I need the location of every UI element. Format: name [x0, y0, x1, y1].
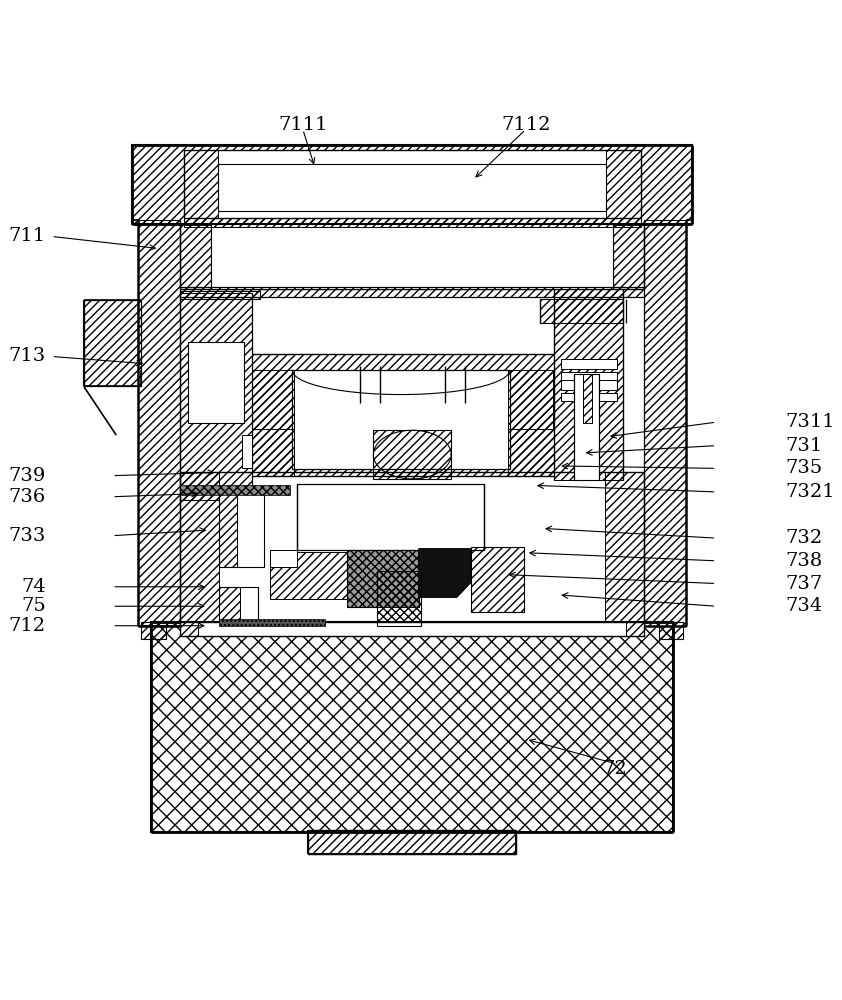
Bar: [561, 372, 616, 380]
Bar: [189, 342, 243, 423]
Bar: [574, 374, 599, 480]
Bar: [84, 300, 141, 386]
Bar: [252, 370, 294, 429]
Bar: [180, 622, 644, 636]
Bar: [658, 622, 683, 639]
Bar: [508, 429, 554, 476]
Bar: [540, 299, 623, 323]
Bar: [614, 224, 644, 289]
Bar: [180, 291, 260, 299]
Text: 738: 738: [786, 552, 823, 570]
Bar: [270, 550, 297, 567]
Bar: [141, 622, 166, 639]
Bar: [180, 485, 290, 495]
Polygon shape: [418, 549, 471, 597]
Bar: [184, 150, 218, 218]
Bar: [151, 622, 674, 832]
Bar: [180, 472, 219, 626]
Bar: [252, 429, 294, 476]
Text: 72: 72: [603, 760, 627, 778]
Bar: [132, 145, 692, 224]
Bar: [561, 359, 616, 369]
Bar: [561, 380, 616, 390]
Text: 737: 737: [786, 575, 823, 593]
Bar: [184, 218, 641, 227]
Text: 739: 739: [8, 467, 45, 485]
Bar: [219, 619, 325, 626]
Text: 734: 734: [786, 597, 823, 615]
Text: 713: 713: [8, 347, 45, 365]
Bar: [373, 430, 451, 479]
Bar: [561, 393, 616, 401]
Bar: [554, 289, 623, 480]
Bar: [218, 164, 606, 211]
Text: 7112: 7112: [501, 116, 551, 134]
Text: 74: 74: [21, 578, 45, 596]
Bar: [180, 220, 644, 626]
Bar: [138, 220, 180, 626]
Bar: [180, 622, 198, 636]
Bar: [242, 435, 252, 468]
Text: 75: 75: [21, 597, 45, 615]
Bar: [471, 547, 525, 612]
Bar: [219, 489, 237, 567]
Bar: [219, 472, 605, 626]
Bar: [219, 587, 258, 626]
Bar: [180, 224, 211, 289]
Text: 731: 731: [786, 437, 823, 455]
Text: 711: 711: [8, 227, 45, 245]
Bar: [219, 489, 264, 567]
Bar: [180, 293, 252, 500]
Text: 7111: 7111: [278, 116, 328, 134]
Text: 735: 735: [786, 459, 823, 477]
Bar: [308, 830, 516, 854]
Bar: [180, 287, 644, 297]
Bar: [297, 484, 483, 550]
Bar: [644, 220, 686, 626]
Bar: [219, 587, 239, 626]
Bar: [626, 622, 644, 636]
Text: 736: 736: [8, 488, 45, 506]
Bar: [211, 224, 614, 289]
Text: 7321: 7321: [786, 483, 835, 501]
Bar: [270, 552, 348, 599]
Bar: [605, 472, 644, 626]
Text: 712: 712: [8, 617, 45, 635]
Bar: [348, 550, 418, 607]
Text: 732: 732: [786, 529, 823, 547]
Bar: [292, 370, 509, 469]
Bar: [606, 150, 641, 218]
Bar: [252, 354, 554, 476]
Bar: [508, 370, 552, 429]
Text: 733: 733: [8, 527, 45, 545]
Bar: [184, 150, 641, 218]
Bar: [583, 374, 592, 423]
Bar: [376, 571, 421, 626]
Text: 7311: 7311: [786, 413, 835, 431]
